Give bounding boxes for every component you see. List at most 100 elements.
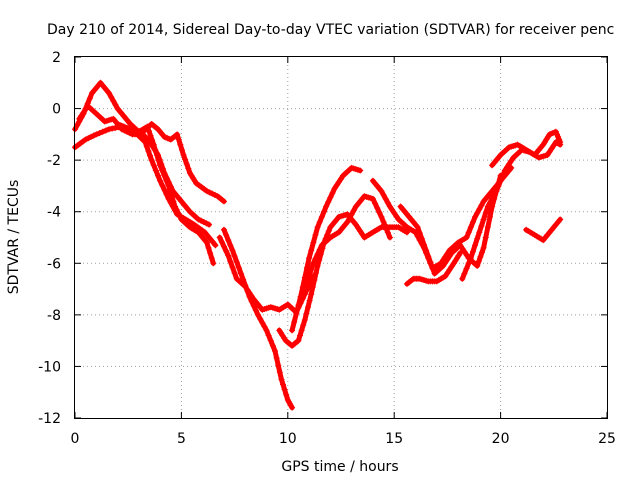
data-point-marker — [503, 164, 510, 171]
data-point-marker — [225, 252, 232, 259]
data-point-marker — [461, 270, 468, 277]
data-point-marker — [297, 293, 304, 300]
data-point-marker — [212, 242, 219, 249]
data-point-marker — [557, 139, 564, 146]
data-point-marker — [216, 234, 223, 241]
data-point-marker — [501, 167, 508, 174]
data-point-marker — [220, 198, 227, 205]
data-point-marker — [278, 376, 285, 383]
data-point-marker — [423, 247, 430, 254]
data-point-marker — [210, 260, 217, 267]
data-point-marker — [311, 277, 318, 284]
data-point-marker — [200, 219, 207, 226]
data-point-marker — [440, 262, 447, 269]
data-point-marker — [403, 229, 410, 236]
data-point-marker — [324, 231, 331, 238]
data-point-marker — [242, 282, 249, 289]
data-point-marker — [161, 186, 168, 193]
data-point-marker — [480, 244, 487, 251]
data-point-marker — [117, 109, 124, 116]
y-axis-label: SDTVAR / TECUs — [6, 180, 22, 295]
data-point-marker — [206, 189, 213, 196]
data-point-marker — [495, 182, 502, 189]
data-point-marker — [252, 307, 259, 314]
data-point-marker — [159, 182, 166, 189]
data-point-marker — [427, 258, 434, 265]
data-point-marker — [246, 293, 253, 300]
data-point-marker — [229, 247, 236, 254]
data-point-marker — [380, 219, 387, 226]
data-point-marker — [207, 235, 214, 242]
data-point-marker — [136, 128, 143, 135]
data-point-marker — [231, 253, 238, 260]
data-point-marker — [467, 255, 474, 262]
data-point-marker — [310, 260, 317, 267]
data-point-marker — [444, 269, 451, 276]
data-point-marker — [459, 245, 466, 252]
data-point-marker — [267, 337, 274, 344]
data-point-marker — [546, 148, 553, 155]
data-point-marker — [482, 210, 489, 217]
data-point-marker — [320, 208, 327, 215]
data-point-marker — [112, 101, 119, 108]
data-point-marker — [235, 264, 242, 271]
data-point-marker — [229, 264, 236, 271]
data-point-marker — [275, 362, 282, 369]
data-point-marker — [87, 133, 94, 140]
x-tick-label: 10 — [279, 431, 297, 447]
data-point-marker — [476, 206, 483, 213]
data-point-marker — [154, 151, 161, 158]
data-point-marker — [161, 170, 168, 177]
data-point-marker — [359, 231, 366, 238]
data-point-marker — [211, 191, 218, 198]
data-point-marker — [269, 342, 276, 349]
data-point-marker — [309, 284, 316, 291]
data-point-marker — [477, 253, 484, 260]
data-point-marker — [295, 337, 302, 344]
data-point-marker — [348, 211, 355, 218]
data-point-marker — [106, 126, 113, 133]
data-point-marker — [255, 311, 262, 318]
data-point-marker — [355, 224, 362, 231]
x-tick-label: 15 — [385, 431, 403, 447]
data-point-marker — [491, 191, 498, 198]
data-point-marker — [74, 122, 81, 129]
data-point-marker — [474, 235, 481, 242]
data-point-marker — [414, 224, 421, 231]
data-point-marker — [391, 210, 398, 217]
data-point-marker — [130, 126, 137, 133]
data-point-marker — [327, 194, 334, 201]
data-point-marker — [156, 156, 163, 163]
y-tick-label: -10 — [38, 359, 61, 375]
data-point-marker — [474, 210, 481, 217]
data-point-marker — [150, 162, 157, 169]
data-point-marker — [90, 132, 97, 139]
data-point-marker — [506, 161, 513, 168]
data-point-marker — [393, 213, 400, 220]
y-tick-label: -2 — [47, 153, 61, 169]
data-point-marker — [465, 260, 472, 267]
data-point-marker — [325, 199, 332, 206]
data-point-marker — [195, 216, 202, 223]
data-point-marker — [386, 234, 393, 241]
chart-title: Day 210 of 2014, Sidereal Day-to-day VTE… — [47, 22, 614, 38]
data-point-marker — [182, 156, 189, 163]
data-point-marker — [331, 185, 338, 192]
data-point-marker — [557, 216, 564, 223]
data-point-marker — [233, 258, 240, 265]
y-tick-label: -12 — [38, 411, 61, 427]
data-point-marker — [175, 136, 182, 143]
data-point-marker — [76, 115, 83, 122]
data-point-marker — [110, 97, 117, 104]
data-point-marker — [295, 302, 302, 309]
data-point-marker — [472, 242, 479, 249]
data-point-marker — [548, 145, 555, 152]
data-point-marker — [446, 253, 453, 260]
x-tick-label: 5 — [177, 431, 186, 447]
data-point-marker — [550, 142, 557, 149]
x-axis-label: GPS time / hours — [281, 459, 398, 475]
data-point-marker — [308, 247, 315, 254]
data-point-marker — [308, 291, 315, 298]
data-point-marker — [306, 297, 313, 304]
